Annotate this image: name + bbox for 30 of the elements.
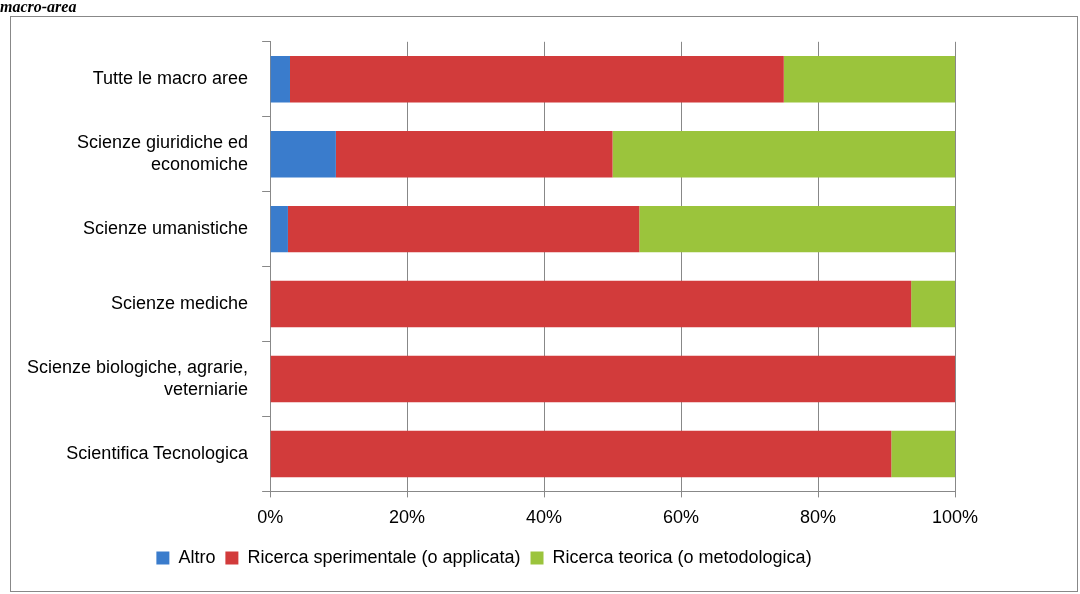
legend-label: Ricerca teorica (o metodologica) (552, 546, 812, 567)
bar (287, 205, 640, 253)
bar (270, 56, 290, 103)
bar (289, 56, 784, 103)
bar (270, 130, 336, 178)
text: macro-area (0, 0, 77, 16)
bar (270, 355, 955, 403)
bar (612, 130, 955, 178)
bar (639, 205, 955, 253)
bar (335, 130, 613, 178)
bar (270, 430, 892, 478)
y-tick-label: Tutte le macro aree (92, 68, 249, 89)
x-tick-label: 40% (526, 507, 563, 528)
x-tick-label: 20% (389, 507, 426, 528)
x-tick-label: 80% (800, 507, 837, 528)
y-tick-label: Scientifica Tecnologica (66, 442, 250, 463)
y-tick-label: Scienze giuridiche ed economiche (77, 132, 249, 174)
bar (270, 205, 288, 253)
bar (783, 56, 955, 103)
legend-label: Altro (178, 546, 216, 567)
y-tick-label: Scienze mediche (111, 293, 249, 314)
legend-label: Ricerca sperimentale (o applicata) (247, 546, 521, 567)
x-tick-label: 60% (663, 507, 700, 528)
bar (891, 430, 955, 478)
bar (270, 280, 912, 328)
x-tick-label: 100% (931, 507, 979, 528)
y-tick-label: Scienze biologiche, agrarie, veterniarie (26, 357, 249, 399)
bar (911, 280, 955, 328)
y-tick-label: Scienze umanistiche (83, 218, 249, 239)
x-tick-label: 0% (257, 507, 284, 528)
